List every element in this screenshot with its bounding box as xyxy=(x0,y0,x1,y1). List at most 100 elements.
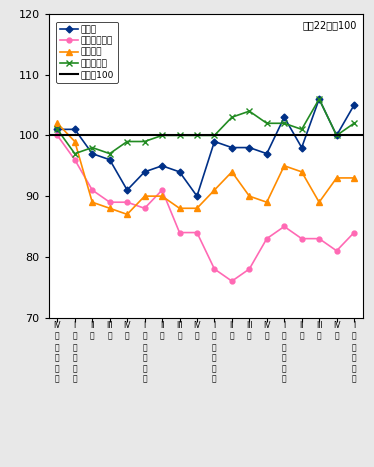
基準線100 xyxy=(73,133,77,138)
金属製品工業 xyxy=(247,266,252,272)
鉄鋼業 xyxy=(264,151,269,156)
金属製品工業 xyxy=(230,278,234,284)
鉄鋼業 xyxy=(334,133,339,138)
金属製品工業 xyxy=(142,205,147,211)
食料品工業 xyxy=(195,133,199,138)
鉄鋼業 xyxy=(317,96,321,102)
食料品工業 xyxy=(352,120,356,126)
鉄鋼業 xyxy=(195,193,199,199)
化学工業 xyxy=(90,199,95,205)
化学工業 xyxy=(334,175,339,181)
食料品工業 xyxy=(142,139,147,144)
金属製品工業 xyxy=(212,266,217,272)
鉄鋼業 xyxy=(160,163,164,169)
基準線100 xyxy=(55,133,59,138)
Text: I
期: I 期 xyxy=(73,320,77,340)
金属製品工業 xyxy=(195,230,199,235)
Text: I
期: I 期 xyxy=(142,320,147,340)
Line: 鉄鋼業: 鉄鋼業 xyxy=(55,97,356,198)
化学工業 xyxy=(160,193,164,199)
鉄鋼業 xyxy=(73,127,77,132)
食料品工業 xyxy=(230,114,234,120)
化学工業 xyxy=(195,205,199,211)
化学工業 xyxy=(73,139,77,144)
化学工業 xyxy=(212,187,217,193)
Text: 二
十
六
年: 二 十 六 年 xyxy=(282,343,286,383)
化学工業 xyxy=(282,163,286,169)
鉄鋼業 xyxy=(90,151,95,156)
食料品工業 xyxy=(107,151,112,156)
Text: II
期: II 期 xyxy=(230,320,234,340)
化学工業 xyxy=(300,169,304,175)
金属製品工業 xyxy=(125,199,129,205)
鉄鋼業 xyxy=(212,139,217,144)
金属製品工業 xyxy=(177,230,182,235)
Text: III
期: III 期 xyxy=(316,320,322,340)
鉄鋼業 xyxy=(352,102,356,108)
化学工業 xyxy=(247,193,252,199)
化学工業 xyxy=(107,205,112,211)
化学工業 xyxy=(55,120,59,126)
Text: II
期: II 期 xyxy=(160,320,165,340)
Text: I
期: I 期 xyxy=(282,320,286,340)
金属製品工業 xyxy=(55,133,59,138)
Text: II
期: II 期 xyxy=(90,320,95,340)
鉄鋼業 xyxy=(125,187,129,193)
鉄鋼業 xyxy=(107,157,112,163)
金属製品工業 xyxy=(334,248,339,254)
鉄鋼業 xyxy=(177,169,182,175)
化学工業 xyxy=(264,199,269,205)
金属製品工業 xyxy=(90,187,95,193)
食料品工業 xyxy=(55,127,59,132)
食料品工業 xyxy=(73,151,77,156)
Line: 食料品工業: 食料品工業 xyxy=(54,96,358,157)
化学工業 xyxy=(125,212,129,217)
Text: IV
期: IV 期 xyxy=(53,320,61,340)
鉄鋼業 xyxy=(282,114,286,120)
Text: 平成22年＝100: 平成22年＝100 xyxy=(302,20,356,30)
化学工業 xyxy=(142,193,147,199)
金属製品工業 xyxy=(107,199,112,205)
食料品工業 xyxy=(264,120,269,126)
金属製品工業 xyxy=(73,157,77,163)
金属製品工業 xyxy=(300,236,304,241)
食料品工業 xyxy=(300,127,304,132)
Text: III
期: III 期 xyxy=(246,320,253,340)
Text: IV
期: IV 期 xyxy=(123,320,131,340)
食料品工業 xyxy=(125,139,129,144)
Text: IV
期: IV 期 xyxy=(193,320,201,340)
化学工業 xyxy=(352,175,356,181)
Text: 二
十
四
年: 二 十 四 年 xyxy=(142,343,147,383)
鉄鋼業 xyxy=(55,127,59,132)
Text: III
期: III 期 xyxy=(176,320,183,340)
食料品工業 xyxy=(212,133,217,138)
鉄鋼業 xyxy=(142,169,147,175)
Text: IV
期: IV 期 xyxy=(263,320,270,340)
Text: 二
十
三
年: 二 十 三 年 xyxy=(73,343,77,383)
Text: 二
十
七
年: 二 十 七 年 xyxy=(352,343,356,383)
金属製品工業 xyxy=(352,230,356,235)
食料品工業 xyxy=(247,108,252,114)
金属製品工業 xyxy=(317,236,321,241)
化学工業 xyxy=(317,199,321,205)
Text: 二
十
二
年: 二 十 二 年 xyxy=(55,343,60,383)
Text: 二
十
五
年: 二 十 五 年 xyxy=(212,343,217,383)
化学工業 xyxy=(230,169,234,175)
Line: 金属製品工業: 金属製品工業 xyxy=(55,133,356,283)
Text: I
期: I 期 xyxy=(212,320,217,340)
食料品工業 xyxy=(317,96,321,102)
金属製品工業 xyxy=(160,187,164,193)
食料品工業 xyxy=(177,133,182,138)
鉄鋼業 xyxy=(230,145,234,150)
Legend: 鉄鋼業, 金属製品工業, 化学工業, 食料品工業, 基準線100: 鉄鋼業, 金属製品工業, 化学工業, 食料品工業, 基準線100 xyxy=(56,21,118,83)
化学工業 xyxy=(177,205,182,211)
Text: II
期: II 期 xyxy=(299,320,304,340)
Text: IV
期: IV 期 xyxy=(333,320,340,340)
Text: III
期: III 期 xyxy=(106,320,113,340)
金属製品工業 xyxy=(282,224,286,229)
Line: 化学工業: 化学工業 xyxy=(55,120,357,217)
食料品工業 xyxy=(334,133,339,138)
金属製品工業 xyxy=(264,236,269,241)
鉄鋼業 xyxy=(247,145,252,150)
食料品工業 xyxy=(90,145,95,150)
